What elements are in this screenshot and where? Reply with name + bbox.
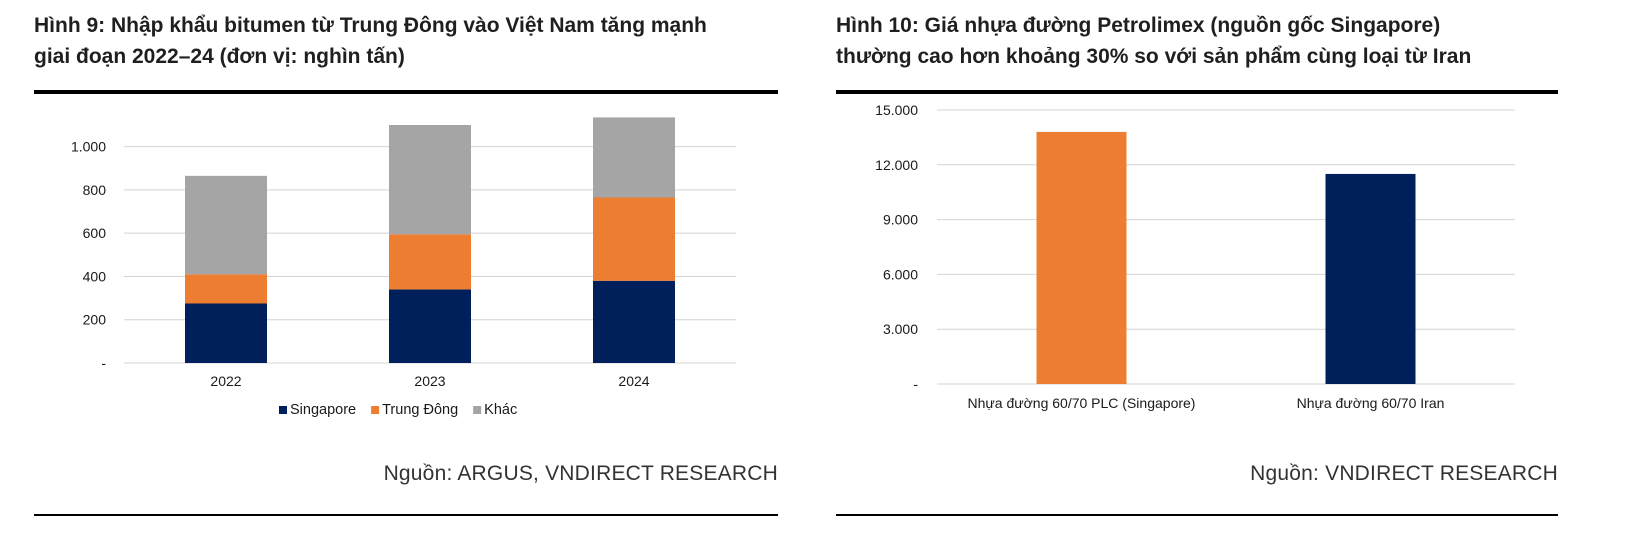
legend-swatch (371, 406, 380, 414)
y-tick-label: 6.000 (883, 266, 918, 282)
figure-9-chart: - 200 400 600 800 1.000 2022 2023 2024 Singapore T… (71, 117, 736, 418)
figure-9-title-line1: Hình 9: Nhập khẩu bitumen từ Trung Đông … (34, 14, 707, 37)
bar-segment (593, 197, 675, 281)
x-tick-label: Nhựa đường 60/70 Iran (1297, 395, 1445, 411)
figure-10-chart: - 3.000 6.000 9.000 12.000 15.000 Nhựa đường 6… (875, 102, 1515, 411)
bar (1325, 173, 1416, 384)
legend-label: Singapore (290, 402, 356, 418)
figure-9-source: Nguồn: ARGUS, VNDIRECT RESEARCH (383, 462, 778, 485)
x-tick-label: 2022 (210, 373, 241, 389)
y-tick-label: 12.000 (875, 157, 918, 173)
y-tick-label: 1.000 (71, 139, 106, 155)
top-rule (836, 90, 1558, 94)
figure-10-title-line2: thường cao hơn khoảng 30% so với sản phẩ… (836, 45, 1472, 68)
figure-10-panel: Hình 10: Giá nhựa đường Petrolimex (nguồ… (836, 0, 1558, 555)
y-tick-label: 800 (83, 182, 107, 198)
bar-segment (185, 274, 267, 304)
figure-10-title-line1: Hình 10: Giá nhựa đường Petrolimex (nguồ… (836, 14, 1441, 37)
legend-label: Khác (484, 402, 517, 418)
bar-segment (185, 175, 267, 275)
legend-swatch (279, 406, 287, 414)
y-tick-label: 15.000 (875, 102, 918, 118)
top-rule (34, 90, 778, 94)
y-tick-label: - (913, 376, 918, 392)
bar-segment (593, 117, 675, 198)
figure-9-title: Hình 9: Nhập khẩu bitumen từ Trung Đông … (34, 10, 707, 72)
legend-label: Trung Đông (382, 402, 458, 418)
x-tick-label: 2024 (618, 373, 649, 389)
y-tick-label: 9.000 (883, 212, 918, 228)
x-tick-label: 2023 (414, 373, 445, 389)
bottom-rule (836, 514, 1558, 516)
bottom-rule (34, 514, 778, 516)
legend-swatch (473, 406, 482, 414)
bar-segment (389, 289, 471, 363)
x-tick-label: Nhựa đường 60/70 PLC (Singapore) (968, 395, 1196, 411)
y-tick-label: 3.000 (883, 321, 918, 337)
figure-10-title: Hình 10: Giá nhựa đường Petrolimex (nguồ… (836, 10, 1471, 72)
bar-segment (185, 303, 267, 363)
figure-10-source: Nguồn: VNDIRECT RESEARCH (1250, 462, 1558, 485)
y-tick-label: 400 (83, 268, 107, 284)
bar-segment (389, 234, 471, 290)
figure-9-panel: Hình 9: Nhập khẩu bitumen từ Trung Đông … (34, 0, 778, 555)
bar-segment (389, 125, 471, 235)
bar-segment (593, 280, 675, 363)
figure-9-title-line2: giai đoạn 2022–24 (đơn vị: nghìn tấn) (34, 45, 405, 68)
y-tick-label: 200 (83, 312, 107, 328)
bar (1036, 131, 1127, 384)
y-tick-label: - (101, 355, 106, 371)
y-tick-label: 600 (83, 225, 107, 241)
